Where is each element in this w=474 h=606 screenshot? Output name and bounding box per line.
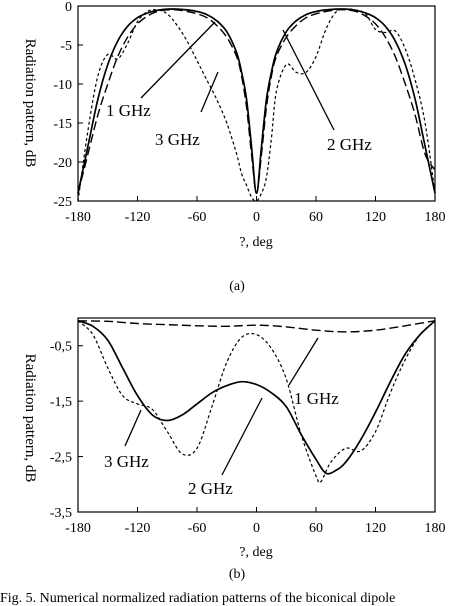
- series-line-a-3ghz: [77, 8, 436, 202]
- pointer-1ghz-b: [288, 337, 319, 386]
- x-tick-label-a-2: -60: [188, 210, 207, 225]
- y-tick-label-b-1: -1,5: [50, 395, 72, 410]
- annotation-2ghz-b: 2 GHz: [188, 479, 233, 498]
- chart-a: Radiation pattern, dB ?, deg (a) -180 -12…: [22, 0, 446, 294]
- pointer-1ghz-a: [140, 21, 216, 99]
- y-tick-label-a-1: -5: [60, 39, 72, 54]
- series-line-b-1ghz: [77, 320, 436, 333]
- annotation-3ghz-a: 3 GHz: [155, 130, 200, 149]
- annotation-1ghz-a: 1 GHz: [106, 101, 151, 120]
- annotation-1ghz-b: 1 GHz: [294, 389, 339, 408]
- x-tick-label-a-6: 180: [425, 210, 446, 225]
- plot-frame-b: [77, 317, 436, 513]
- pointer-2ghz-a: [282, 29, 335, 131]
- pointer-3ghz-a: [200, 71, 219, 113]
- annotation-3ghz-b: 3 GHz: [104, 452, 149, 471]
- annotation-2ghz-a: 2 GHz: [327, 135, 372, 154]
- x-tick-label-a-5: 120: [365, 210, 386, 225]
- x-tick-label-b-5: 120: [365, 521, 386, 536]
- annotations-a: 1 GHz 3 GHz 2 GHz: [106, 21, 372, 154]
- y-tick-label-a-2: -10: [53, 78, 72, 93]
- pointer-2ghz-b: [221, 397, 263, 476]
- chart-b: Radiation pattern, dB ?, deg (b) -180 -12…: [22, 317, 446, 582]
- y-axis-label-b: Radiation pattern, dB: [22, 354, 38, 483]
- x-tick-label-b-2: -60: [188, 521, 207, 536]
- x-tick-label-a-0: -180: [65, 210, 91, 225]
- y-tick-label-a-0: 0: [65, 0, 72, 15]
- annotations-b: 1 GHz 3 GHz 2 GHz: [104, 337, 339, 498]
- y-tick-label-a-3: -15: [53, 117, 72, 132]
- x-tick-label-b-6: 180: [425, 521, 446, 536]
- x-axis-label-a: ?, deg: [239, 235, 272, 250]
- series-line-b-3ghz: [77, 320, 436, 484]
- y-tick-label-b-0: -0,5: [50, 340, 72, 355]
- y-tick-label-b-3: -3,5: [50, 506, 72, 521]
- x-tick-label-a-3: 0: [253, 210, 260, 225]
- x-tick-label-b-0: -180: [65, 521, 91, 536]
- x-tick-label-a-4: 60: [309, 210, 323, 225]
- x-axis-label-b: ?, deg: [239, 545, 272, 560]
- y-axis-label-a: Radiation pattern, dB: [22, 39, 38, 168]
- series-line-b-2ghz: [77, 319, 436, 475]
- pointer-3ghz-b: [124, 409, 142, 447]
- panel-label-a: (a): [229, 279, 245, 294]
- x-tick-label-a-1: -120: [125, 210, 151, 225]
- x-tick-label-b-1: -120: [125, 521, 151, 536]
- y-tick-label-a-4: -20: [53, 156, 72, 171]
- x-tick-label-b-3: 0: [253, 521, 260, 536]
- figure-caption: Fig. 5. Numerical normalized radiation p…: [0, 591, 395, 606]
- x-tick-label-b-4: 60: [309, 521, 323, 536]
- y-tick-label-a-5: -25: [53, 195, 72, 210]
- y-tick-label-b-2: -2,5: [50, 451, 72, 466]
- panel-label-b: (b): [229, 567, 246, 582]
- series-line-a-2ghz: [77, 8, 436, 194]
